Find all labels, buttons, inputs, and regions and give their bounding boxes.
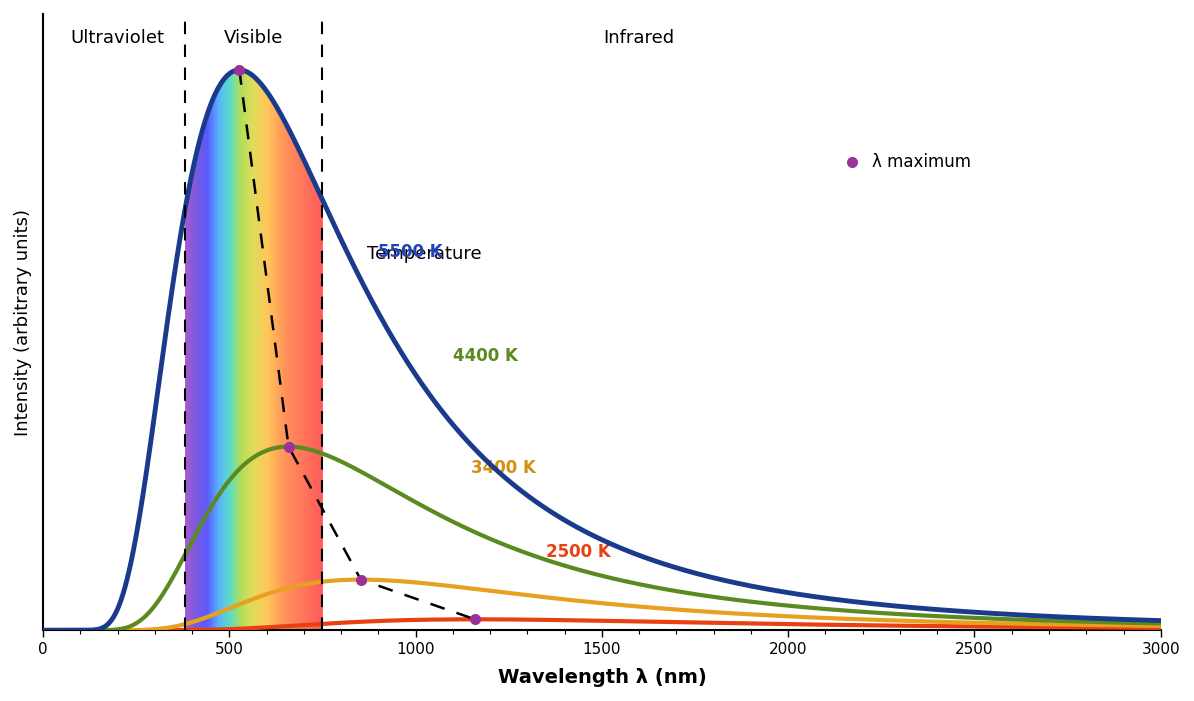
Y-axis label: Intensity (arbitrary units): Intensity (arbitrary units)	[14, 208, 32, 435]
Text: Temperature: Temperature	[368, 245, 482, 263]
Text: Ultraviolet: Ultraviolet	[70, 29, 165, 47]
X-axis label: Wavelength λ (nm): Wavelength λ (nm)	[498, 668, 707, 687]
Text: 3400 K: 3400 K	[472, 458, 536, 477]
Text: λ maximum: λ maximum	[872, 153, 971, 171]
Text: 4400 K: 4400 K	[453, 347, 518, 365]
Text: Visible: Visible	[223, 29, 283, 47]
Text: 2500 K: 2500 K	[546, 543, 611, 561]
Text: Infrared: Infrared	[604, 29, 675, 47]
Text: 5500 K: 5500 K	[378, 243, 443, 261]
